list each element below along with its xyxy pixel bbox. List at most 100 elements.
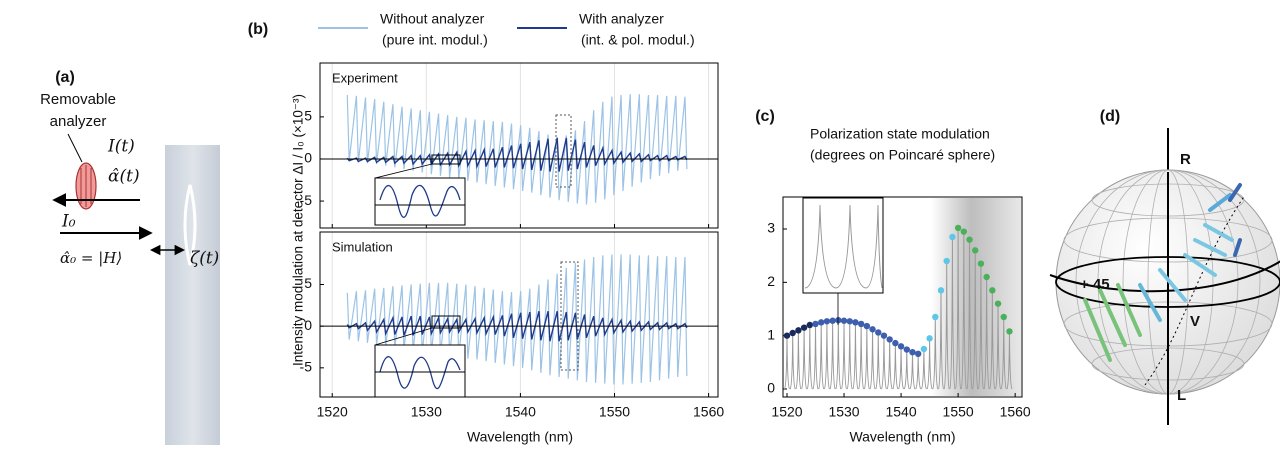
panel-title: Simulation — [332, 239, 393, 254]
transmission-peak — [835, 320, 842, 390]
highlight-box — [555, 114, 572, 188]
point — [989, 287, 996, 294]
panel-a: (a) Removable analyzer I(t) α̂(t) I₀ α̂₀… — [40, 69, 220, 445]
plot-frame — [782, 196, 1023, 398]
point — [875, 329, 882, 336]
transmission-peak — [806, 324, 813, 390]
point — [783, 332, 791, 339]
transmission-peak — [789, 332, 796, 390]
transmission-peak — [795, 330, 802, 390]
inset-curve — [379, 184, 461, 218]
y-tick-label: 0 — [767, 380, 775, 396]
chart-subtitle: (degrees on Poincaré sphere) — [810, 147, 995, 163]
point — [806, 321, 814, 329]
point — [897, 343, 905, 350]
point — [846, 318, 853, 325]
highlight-box — [560, 261, 579, 371]
plot-frame — [319, 62, 719, 229]
transmission-peak — [818, 322, 825, 390]
inset-box — [374, 344, 466, 398]
panel-d: (d) R L + 45 V — [1049, 108, 1280, 425]
point — [818, 319, 825, 326]
point — [1006, 328, 1013, 335]
point — [932, 313, 939, 321]
point — [926, 335, 933, 342]
point — [795, 327, 802, 334]
point — [943, 257, 950, 265]
panel-label: (d) — [1100, 108, 1120, 125]
x-axis-label: Wavelength (nm) — [849, 429, 955, 445]
point — [869, 326, 876, 333]
point — [903, 346, 910, 353]
transmission-peak — [863, 326, 870, 390]
transmission-peak — [846, 321, 853, 390]
point — [920, 345, 928, 353]
transmission-peak — [875, 332, 882, 390]
transmission-peak — [840, 320, 848, 390]
point — [960, 228, 968, 235]
panel-label: (b) — [248, 21, 268, 38]
y-tick-label: 1 — [767, 326, 775, 342]
pole-label: R — [1180, 151, 1191, 168]
point — [966, 236, 973, 243]
transmission-peak — [920, 348, 927, 390]
inset-curve — [804, 204, 883, 289]
transmission-peak — [886, 339, 893, 390]
y-tick-label: 3 — [767, 220, 775, 236]
chart: -5 0 5 Experiment — [300, 62, 719, 229]
x-tick-label: 1560 — [693, 404, 724, 420]
transmission-peak — [880, 335, 888, 390]
point — [852, 319, 859, 326]
legend-label: Without analyzer — [380, 11, 485, 27]
transmission-peak — [909, 352, 916, 390]
transmission-peak — [898, 346, 905, 390]
point — [857, 320, 865, 328]
legend-detail: (pure int. modul.) — [382, 32, 488, 48]
chart-title: Polarization state modulation — [810, 126, 990, 142]
point — [1000, 313, 1007, 321]
y-tick-label: 0 — [304, 317, 312, 333]
point-label: V — [1190, 313, 1200, 330]
transmission-peak — [823, 321, 830, 390]
transmission-peak — [858, 323, 865, 390]
x-tick-label: 1520 — [771, 404, 802, 420]
panel-title: Experiment — [332, 70, 398, 85]
series-line — [346, 254, 688, 385]
y-tick-label: 0 — [304, 150, 312, 166]
lens-cavity — [183, 184, 197, 266]
input-intensity: I₀ — [61, 212, 76, 232]
equator — [1055, 256, 1280, 308]
y-axis-label: Intensity modulation at detector ΔI / I₀… — [291, 94, 306, 366]
x-axis-label: Wavelength (nm) — [467, 429, 573, 445]
point — [789, 329, 796, 337]
y-tick-label: 2 — [767, 273, 775, 289]
y-tick-label: 5 — [304, 108, 312, 124]
chart: 1520 1530 1540 1550 1560 0 1 2 3 (c) Polarization … — [755, 108, 1031, 444]
transmission-peak — [903, 349, 910, 390]
intensity-symbol: I(t) — [107, 137, 135, 157]
y-tick-label: -5 — [300, 192, 313, 208]
inset-connector — [374, 163, 433, 179]
transmission-peak — [829, 320, 836, 390]
pointer — [67, 133, 83, 163]
inset-connector — [374, 327, 433, 346]
inset — [802, 197, 884, 325]
y-tick-label: -5 — [300, 359, 313, 375]
series-line — [346, 137, 688, 172]
point — [800, 324, 808, 331]
displacement-symbol: ζ(t) — [190, 249, 219, 269]
transmission-peak — [869, 329, 876, 390]
point — [892, 339, 899, 347]
panel-label: (c) — [755, 108, 775, 125]
point — [949, 233, 956, 241]
point — [812, 320, 819, 328]
transmission-peak — [801, 327, 808, 390]
x-tick-label: 1530 — [411, 404, 442, 420]
x-tick-label: 1540 — [505, 404, 536, 420]
point — [983, 273, 990, 281]
transmission-peak — [812, 323, 819, 390]
y-tick-label: 5 — [304, 275, 312, 291]
point — [863, 322, 871, 330]
point — [977, 260, 985, 267]
